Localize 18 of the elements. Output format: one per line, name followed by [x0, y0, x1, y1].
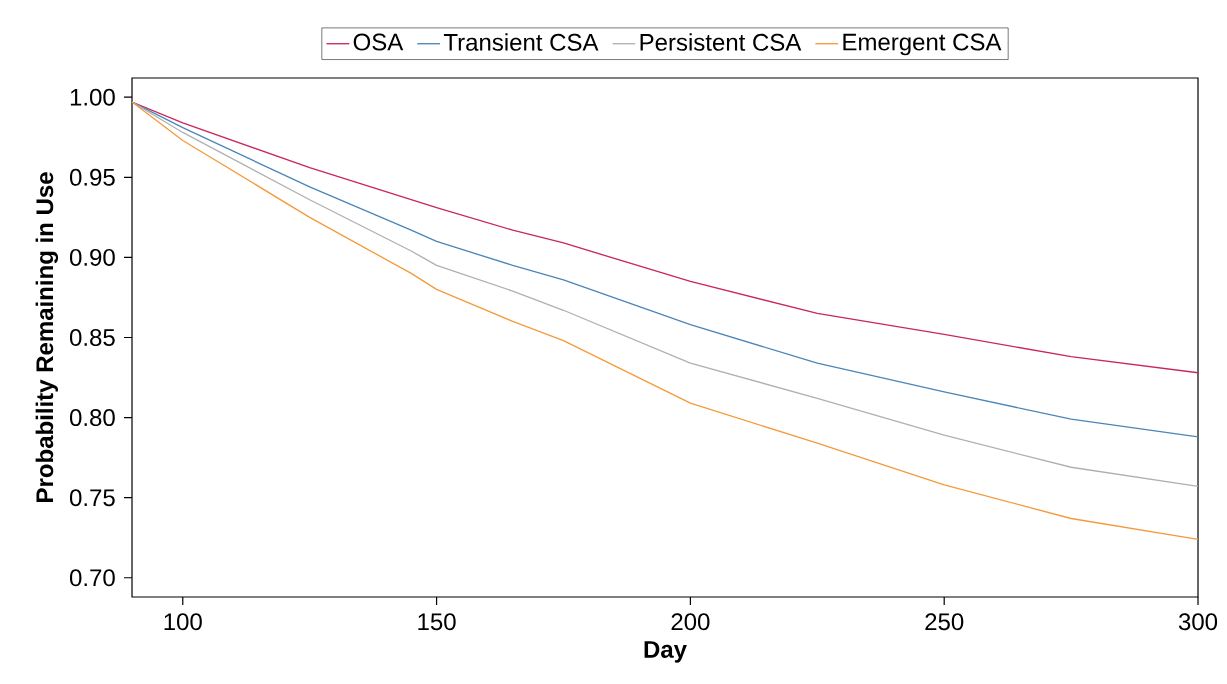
y-tick-label: 1.00 [70, 88, 115, 106]
y-tick-label: 0.80 [69, 409, 115, 427]
x-tick-label: 200 [671, 613, 710, 631]
x-tick-label: 150 [418, 613, 456, 631]
y-tick-label: 0.70 [69, 569, 115, 587]
y-axis-title: Probability Remaining in Use [35, 172, 59, 502]
y-tick-label: 0.95 [69, 168, 115, 186]
x-tick-label: 250 [925, 613, 964, 631]
legend-label: Transient CSA [443, 33, 599, 51]
legend-label: OSA [353, 33, 404, 51]
legend-label: Emergent CSA [843, 33, 1002, 56]
x-tick-label: 100 [164, 613, 202, 631]
y-tick-label: 0.90 [69, 248, 115, 266]
legend-label: Persistent CSA [640, 33, 802, 51]
y-tick-label: 0.85 [69, 328, 115, 346]
y-tick-label: 0.75 [69, 489, 115, 507]
x-axis-title: Day [644, 641, 687, 663]
x-tick-label: 300 [1178, 613, 1218, 631]
